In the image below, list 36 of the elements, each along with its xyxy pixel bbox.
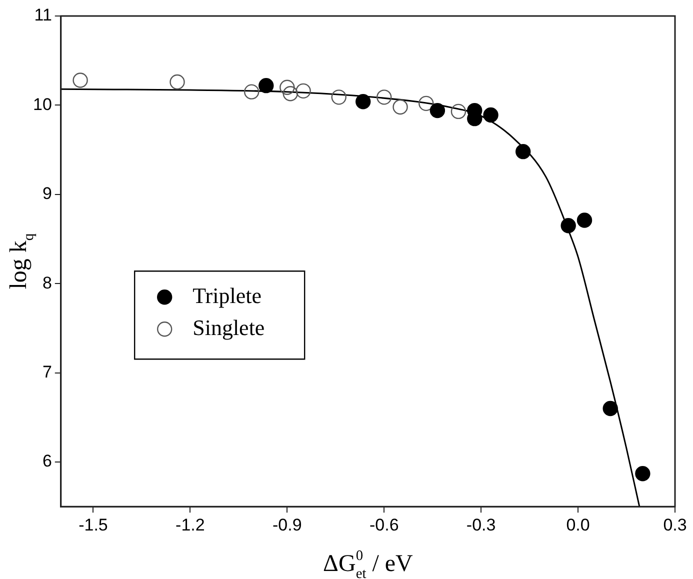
x-tick-label: -0.9	[272, 515, 302, 534]
y-tick-label: 9	[42, 184, 52, 204]
point	[296, 83, 311, 99]
point	[430, 102, 446, 118]
point	[560, 218, 576, 234]
x-tick-label: -1.5	[78, 515, 108, 534]
legend-label: Singlete	[192, 314, 265, 340]
point	[258, 78, 274, 94]
point	[576, 212, 592, 228]
point	[280, 80, 295, 95]
point	[515, 144, 531, 160]
point	[418, 96, 434, 112]
point	[635, 466, 650, 482]
x-tick-label: -0.3	[466, 515, 496, 534]
x-tick-label: -1.2	[176, 515, 205, 534]
legend-label: Triplete	[192, 282, 262, 308]
point	[170, 74, 185, 90]
point	[450, 104, 466, 120]
point	[483, 107, 498, 123]
point	[244, 84, 260, 100]
y-tick-label: 7	[42, 362, 52, 382]
x-tick-label: 0.3	[663, 515, 687, 534]
point	[72, 72, 88, 88]
point	[376, 90, 392, 105]
y-tick-label: 6	[42, 452, 52, 471]
point	[602, 400, 618, 416]
y-tick-label: 10	[32, 94, 52, 114]
x-tick-label: -0.6	[369, 515, 399, 534]
point	[282, 86, 298, 102]
y-tick-label: 8	[42, 273, 52, 292]
y-tick-label: 11	[34, 6, 52, 25]
point	[356, 94, 371, 110]
y-axis-title: log kq	[6, 233, 38, 290]
point	[331, 90, 346, 105]
x-tick-label: 0.0	[566, 515, 590, 534]
point	[392, 99, 408, 115]
